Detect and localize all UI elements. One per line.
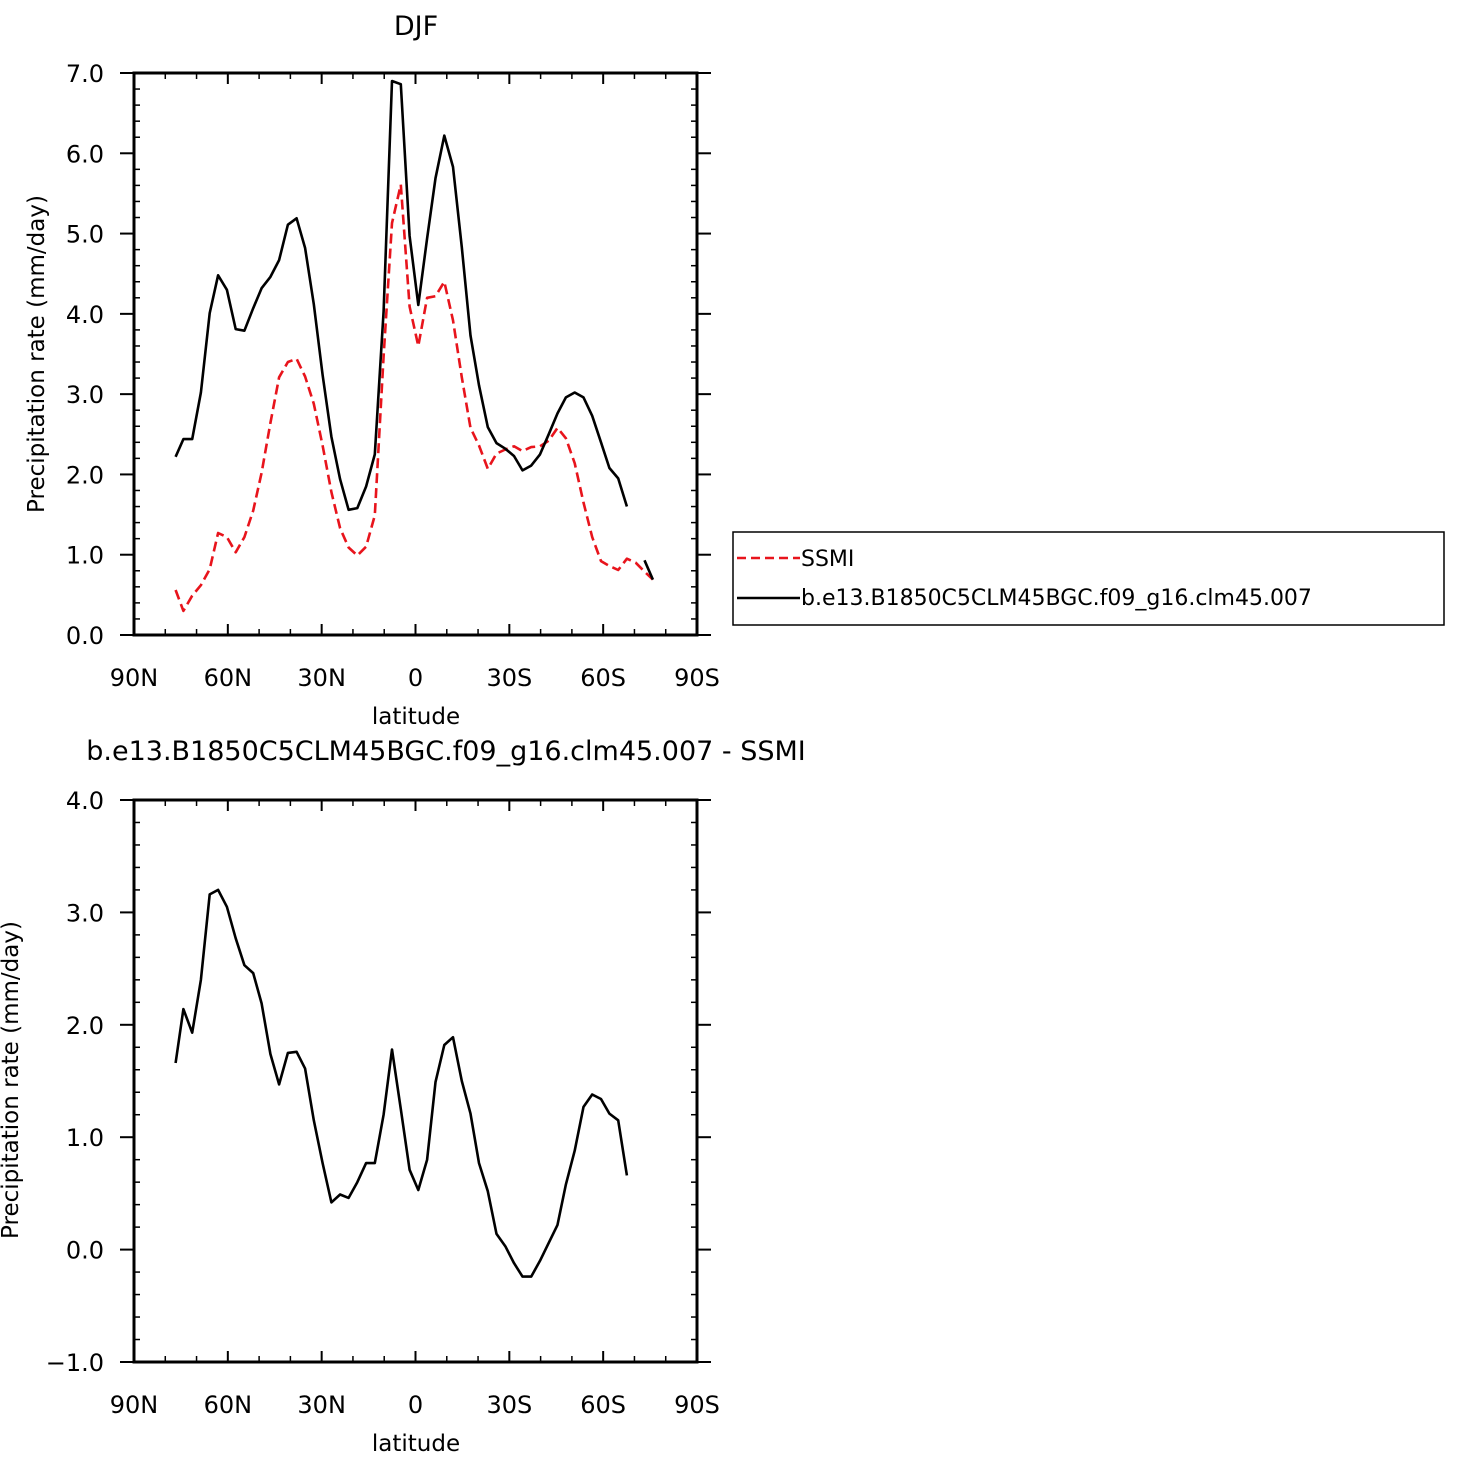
series-line-difference (174, 888, 629, 1278)
legend-label-model: b.e13.B1850C5CLM45BGC.f09_g16.clm45.007 (801, 586, 1312, 611)
y-tick-label: 4.0 (66, 301, 104, 329)
y-tick-label: 2.0 (66, 461, 104, 489)
top-chart-marks: 90N 60N 30N 0 30S 60S 90S 0.0 1.0 2.0 3.0 4.0 5.0 6.0… (66, 60, 720, 692)
top-x-axis-label: latitude (372, 704, 460, 730)
y-tick-label: 3.0 (66, 899, 104, 927)
x-tick-label: 60S (580, 1391, 626, 1419)
top-chart-title: DJF (394, 11, 438, 42)
bottom-chart-marks: 90N 60N 30N 0 30S 60S 90S −1.0 0.0 1.0 2.0 3.0 4.0 (46, 787, 720, 1419)
y-tick-label: 1.0 (66, 1124, 104, 1152)
y-tick-label: 7.0 (66, 60, 104, 88)
x-tick-label: 30N (297, 1391, 346, 1419)
y-tick-label: 6.0 (66, 140, 104, 168)
y-tick-label: 0.0 (66, 1237, 104, 1265)
x-tick-label: 90S (674, 1391, 720, 1419)
x-tick-label: 90N (110, 1391, 159, 1419)
legend: SSMI b.e13.B1850C5CLM45BGC.f09_g16.clm45… (732, 531, 1445, 626)
y-tick-label: 4.0 (66, 787, 104, 815)
y-tick-label: 3.0 (66, 381, 104, 409)
x-tick-label: 90N (110, 664, 159, 692)
y-tick-label: 5.0 (66, 221, 104, 249)
top-y-axis-label: Precipitation rate (mm/day) (24, 195, 50, 513)
x-tick-label: 0 (408, 664, 423, 692)
series-line-ssmi (174, 183, 654, 613)
x-tick-label: 30S (486, 1391, 532, 1419)
legend-label-ssmi: SSMI (801, 547, 854, 572)
x-tick-label: 60S (580, 664, 626, 692)
bottom-chart-title: b.e13.B1850C5CLM45BGC.f09_g16.clm45.007 … (86, 736, 806, 767)
bottom-y-axis-label: Precipitation rate (mm/day) (0, 921, 24, 1239)
x-tick-label: 60N (204, 664, 253, 692)
y-tick-label: −1.0 (46, 1349, 104, 1377)
x-tick-label: 90S (674, 664, 720, 692)
y-tick-label: 0.0 (66, 622, 104, 650)
x-tick-label: 30S (486, 664, 532, 692)
bottom-x-axis-label: latitude (372, 1431, 460, 1457)
legend-box (732, 531, 1445, 626)
y-tick-label: 2.0 (66, 1012, 104, 1040)
top-plot-frame (132, 71, 699, 637)
x-tick-label: 30N (297, 664, 346, 692)
bottom-panel: b.e13.B1850C5CLM45BGC.f09_g16.clm45.007 … (0, 736, 806, 1457)
x-tick-label: 0 (408, 1391, 423, 1419)
top-panel: DJF 90N 60N 30N 0 30S 60S 90S 0.0 1.0 2.0 3.0 4.0 5.… (24, 11, 720, 730)
y-tick-label: 1.0 (66, 542, 104, 570)
bottom-plot-frame (132, 798, 699, 1364)
x-tick-label: 60N (204, 1391, 253, 1419)
series-line-b-e13-b1850c5clm45bgc-f09-g16-clm45-007 (174, 79, 655, 581)
